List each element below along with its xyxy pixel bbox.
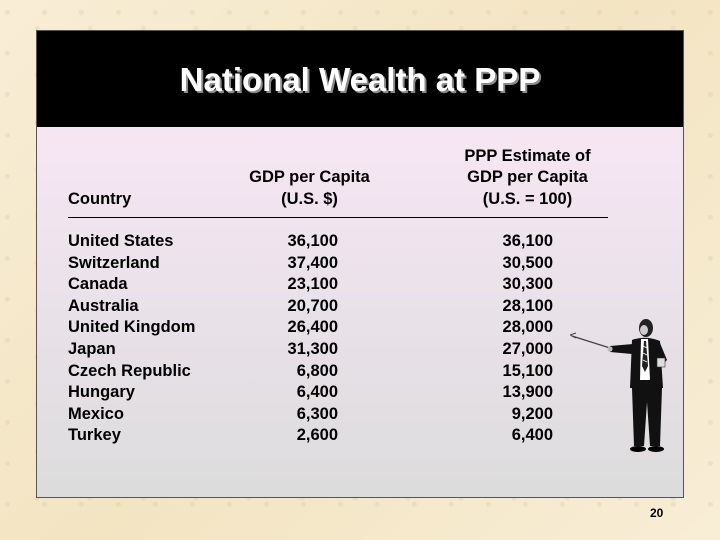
cell-gdp: 6,300 [296,404,338,423]
cell-country: Switzerland [68,253,160,272]
cell-gdp: 20,700 [287,296,338,315]
cell-gdp: 6,400 [296,383,338,402]
cell-country: Czech Republic [68,361,191,380]
slide-panel: National Wealth at PPP Country GDP per C… [36,30,684,498]
cell-country: United Kingdom [68,318,196,337]
cell-gdp: 26,400 [287,318,338,337]
cell-gdp: 36,100 [287,232,338,250]
cell-ppp: 28,000 [502,318,553,337]
cell-ppp: 13,900 [502,383,553,402]
cell-country: Australia [68,296,139,315]
cell-ppp: 28,100 [502,296,553,315]
header-gdp-line1: GDP per Capita [249,168,370,186]
page-number: 20 [650,506,664,520]
header-gdp-line2: (U.S. $) [281,190,338,208]
header-ppp-line3: (U.S. = 100) [482,190,573,208]
cell-ppp: 30,300 [502,275,553,294]
header-country: Country [68,190,132,208]
column-gdp: 36,100 37,400 23,100 20,700 26,400 31,30… [237,231,338,447]
cell-ppp: 27,000 [502,339,553,358]
cell-gdp: 2,600 [296,426,338,445]
cell-ppp: 30,500 [502,253,553,272]
cell-country: Canada [68,275,128,294]
column-country: United States Switzerland Canada Austral… [68,231,258,447]
column-ppp: 36,100 30,500 30,300 28,100 28,000 27,00… [457,231,553,447]
cell-gdp: 23,100 [287,275,338,294]
cell-ppp: 15,100 [502,361,553,380]
cell-country: Mexico [68,404,124,423]
cell-gdp: 37,400 [287,253,338,272]
slide-title: National Wealth at PPP [179,61,541,98]
cell-gdp: 31,300 [287,339,338,358]
cell-ppp: 9,200 [511,404,553,423]
cell-country: Japan [68,339,116,358]
cell-country: Hungary [68,383,135,402]
cell-gdp: 6,800 [296,361,338,380]
header-ppp-line2: GDP per Capita [467,168,588,186]
title-bar: National Wealth at PPP [37,31,683,127]
cell-country: United States [68,232,174,250]
header-ppp-line1: PPP Estimate of [464,147,591,165]
presenter-with-pointer-icon [570,319,667,452]
cell-country: Turkey [68,426,121,445]
header-divider [68,217,608,218]
cell-ppp: 6,400 [511,426,553,445]
cell-ppp: 36,100 [502,232,553,250]
